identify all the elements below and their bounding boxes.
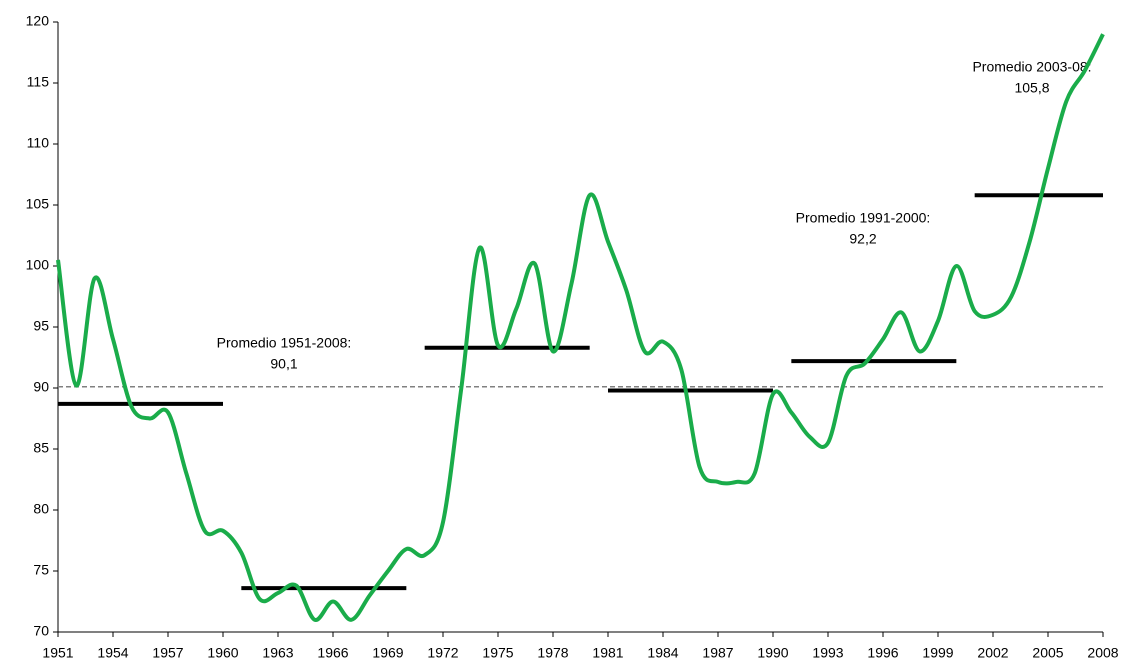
annotation-value: 105,8: [1014, 80, 1049, 96]
y-tick-label: 95: [33, 318, 49, 334]
x-tick-label: 1984: [647, 645, 678, 661]
x-tick-label: 1951: [42, 645, 73, 661]
x-tick-label: 1960: [207, 645, 238, 661]
y-tick-label: 75: [33, 562, 49, 578]
x-tick-label: 1966: [317, 645, 348, 661]
x-tick-label: 1981: [592, 645, 623, 661]
x-tick-label: 2005: [1032, 645, 1063, 661]
x-tick-label: 1954: [97, 645, 128, 661]
x-tick-label: 1996: [867, 645, 898, 661]
data-line: [56, 33, 1105, 622]
annotation: Promedio 1951-2008:: [217, 335, 352, 351]
x-tick-label: 1972: [427, 645, 458, 661]
x-tick-label: 1957: [152, 645, 183, 661]
y-tick-label: 100: [26, 257, 50, 273]
annotation: Promedio 2003-08:: [972, 59, 1091, 75]
x-tick-label: 1969: [372, 645, 403, 661]
annotation-value: 90,1: [270, 356, 297, 372]
y-tick-label: 120: [26, 13, 50, 29]
x-tick-label: 1975: [482, 645, 513, 661]
y-tick-label: 115: [27, 74, 50, 90]
x-tick-label: 1987: [702, 645, 733, 661]
annotation-value: 92,2: [849, 231, 876, 247]
x-tick-label: 1978: [537, 645, 568, 661]
y-tick-label: 80: [33, 501, 49, 517]
x-tick-label: 2002: [977, 645, 1008, 661]
x-tick-label: 1963: [262, 645, 293, 661]
annotation: Promedio 1991-2000:: [796, 210, 931, 226]
y-tick-label: 90: [33, 379, 49, 395]
x-tick-label: 1993: [812, 645, 843, 661]
x-tick-label: 1999: [922, 645, 953, 661]
y-tick-label: 110: [27, 135, 50, 151]
x-tick-label: 1990: [757, 645, 788, 661]
x-tick-label: 2008: [1087, 645, 1118, 661]
y-tick-label: 105: [26, 196, 50, 212]
y-tick-label: 85: [33, 440, 49, 456]
y-tick-label: 70: [33, 623, 49, 639]
